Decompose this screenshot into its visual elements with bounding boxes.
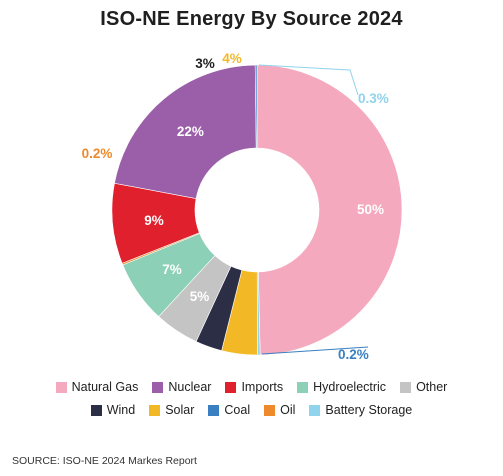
legend-label-coal: Coal bbox=[224, 403, 251, 417]
legend-swatch-hydroelectric bbox=[297, 381, 309, 393]
data-label-natural-gas: 50% bbox=[357, 202, 384, 217]
legend-item-coal: Coal bbox=[208, 403, 250, 417]
legend-swatch-battery-storage bbox=[309, 404, 321, 416]
legend-swatch-oil bbox=[264, 404, 276, 416]
slice-natural-gas bbox=[256, 64, 403, 356]
data-label-hydroelectric: 7% bbox=[162, 262, 182, 277]
legend-label-other: Other bbox=[416, 380, 448, 394]
data-label-nuclear: 22% bbox=[177, 124, 204, 139]
legend-row-2: Wind Solar Coal Oil Battery Storage bbox=[0, 403, 503, 417]
legend-swatch-other bbox=[400, 381, 412, 393]
legend-item-natural-gas: Natural Gas bbox=[55, 380, 139, 394]
legend-item-imports: Imports bbox=[225, 380, 283, 394]
legend-label-oil: Oil bbox=[280, 403, 296, 417]
donut-chart: 50% 0.3% 4% 3% 5% 7% 0.2% 9% 22% 0.2% bbox=[82, 51, 403, 362]
data-label-solar: 4% bbox=[222, 51, 242, 66]
data-label-imports: 9% bbox=[144, 213, 164, 228]
legend-swatch-coal bbox=[208, 404, 220, 416]
data-label-battery-storage: 0.3% bbox=[358, 91, 389, 106]
legend-swatch-imports bbox=[225, 381, 237, 393]
legend-label-battery-storage: Battery Storage bbox=[325, 403, 413, 417]
data-label-wind: 3% bbox=[195, 56, 215, 71]
legend-item-nuclear: Nuclear bbox=[152, 380, 211, 394]
slice-coal bbox=[254, 64, 258, 149]
legend-label-imports: Imports bbox=[241, 380, 284, 394]
legend-swatch-wind bbox=[90, 404, 102, 416]
legend-item-wind: Wind bbox=[90, 403, 136, 417]
slice-nuclear bbox=[114, 64, 257, 199]
legend-item-oil: Oil bbox=[264, 403, 295, 417]
source-note: SOURCE: ISO-NE 2024 Markes Report bbox=[12, 455, 197, 467]
leader-line-battery-storage bbox=[258, 64, 359, 96]
data-label-other: 5% bbox=[190, 289, 210, 304]
data-label-oil: 0.2% bbox=[82, 146, 113, 161]
legend-label-solar: Solar bbox=[165, 403, 195, 417]
legend-swatch-nuclear bbox=[152, 381, 164, 393]
legend-label-wind: Wind bbox=[106, 403, 136, 417]
legend-row-1: Natural Gas Nuclear Imports Hydroelectric Ot… bbox=[0, 380, 503, 394]
leader-line-coal bbox=[261, 346, 369, 355]
legend-item-solar: Solar bbox=[149, 403, 194, 417]
legend-label-natural-gas: Natural Gas bbox=[71, 380, 139, 394]
legend-item-other: Other bbox=[400, 380, 447, 394]
legend-item-battery-storage: Battery Storage bbox=[309, 403, 412, 417]
legend-swatch-natural-gas bbox=[55, 381, 67, 393]
data-label-coal: 0.2% bbox=[338, 347, 369, 362]
legend-label-hydroelectric: Hydroelectric bbox=[313, 380, 387, 394]
legend-swatch-solar bbox=[149, 404, 161, 416]
legend-item-hydroelectric: Hydroelectric bbox=[297, 380, 386, 394]
legend-label-nuclear: Nuclear bbox=[168, 380, 212, 394]
chart-title: ISO-NE Energy By Source 2024 bbox=[100, 8, 403, 30]
